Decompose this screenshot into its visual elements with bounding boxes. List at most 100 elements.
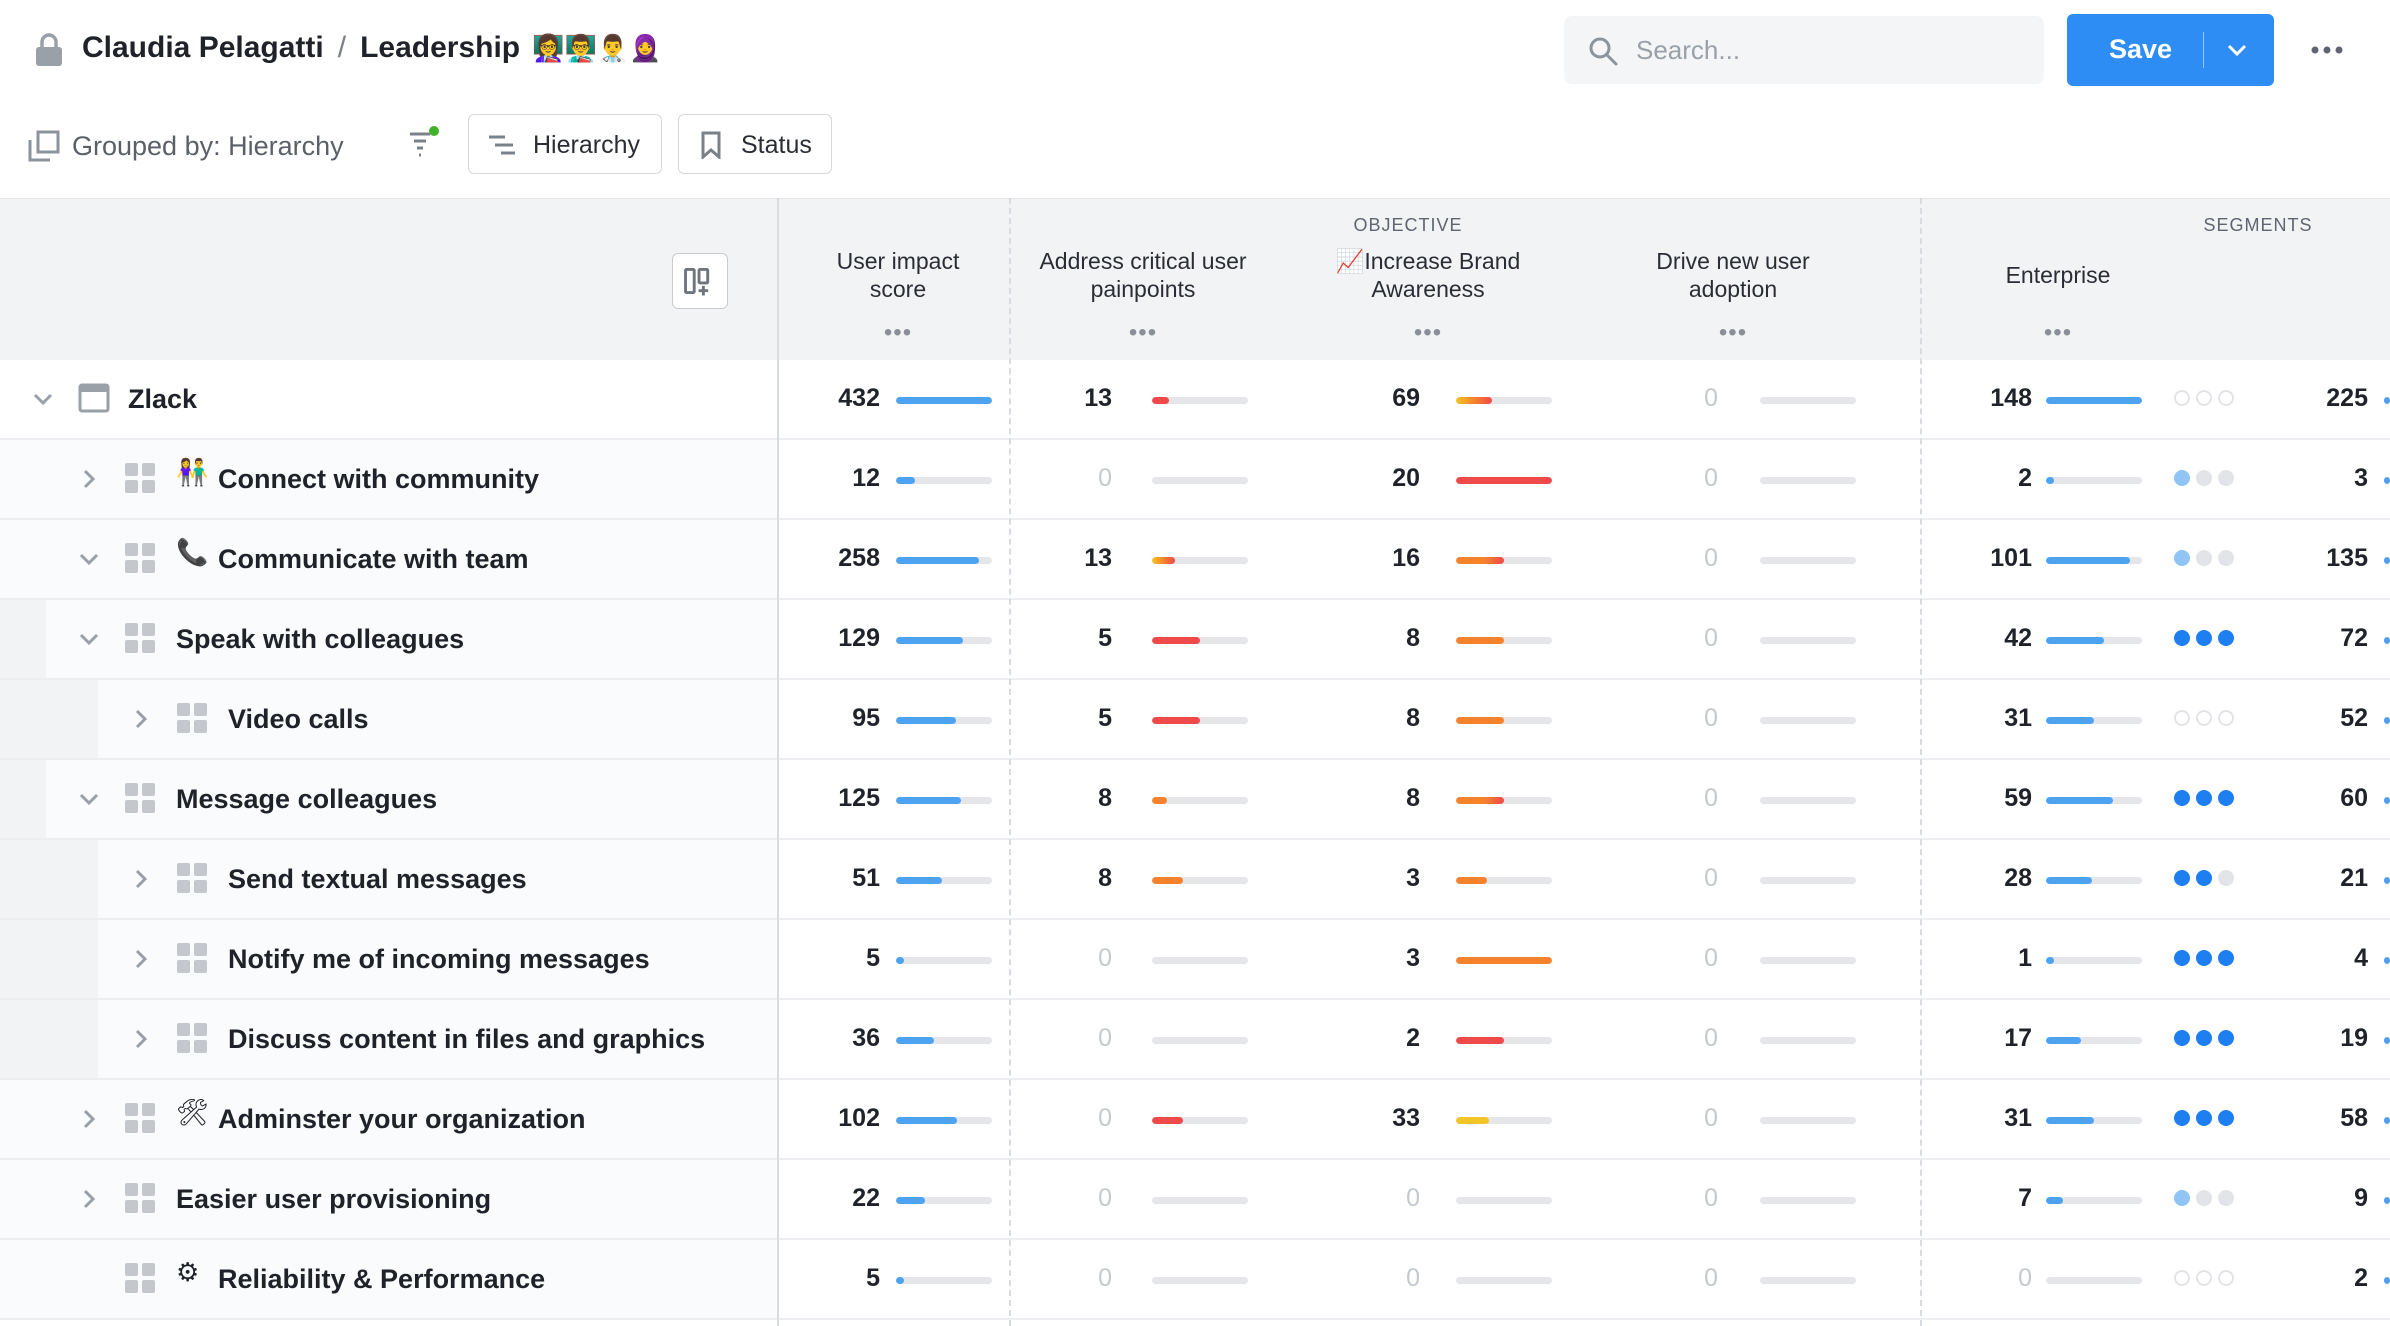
adoption-bar bbox=[1760, 717, 1856, 724]
priority-dots[interactable] bbox=[2174, 630, 2234, 648]
adoption-bar bbox=[1760, 1197, 1856, 1204]
table-row[interactable]: Video calls 95 5 8 0 31 52 bbox=[0, 680, 2390, 760]
table-row[interactable]: Zlack 432 13 69 0 148 225 bbox=[0, 360, 2390, 440]
column-header-adoption[interactable]: Drive new user adoption bbox=[1608, 247, 1858, 303]
column-settings-icon[interactable] bbox=[672, 253, 728, 309]
row-label-cell: Zlack bbox=[0, 360, 778, 438]
column-menu-brand-awareness[interactable]: ••• bbox=[1413, 319, 1443, 346]
row-title[interactable]: Send textual messages bbox=[228, 864, 527, 894]
group-by-icon[interactable] bbox=[28, 130, 60, 162]
status-button[interactable]: Status bbox=[678, 114, 832, 174]
segments-group-label: SEGMENTS bbox=[2203, 215, 2313, 235]
painpoints-value: 8 bbox=[1098, 784, 1112, 812]
enterprise-value: 7 bbox=[2018, 1184, 2032, 1212]
row-label-cell: Easier user provisioning bbox=[0, 1160, 778, 1238]
chevron-down-icon[interactable] bbox=[30, 386, 56, 412]
priority-dot bbox=[2174, 630, 2190, 646]
priority-dot bbox=[2218, 790, 2234, 806]
table-row[interactable]: 👫 Connect with community 12 0 20 0 2 3 bbox=[0, 440, 2390, 520]
row-title[interactable]: Adminster your organization bbox=[218, 1104, 586, 1134]
priority-dots[interactable] bbox=[2174, 1190, 2234, 1208]
filter-icon[interactable] bbox=[408, 126, 442, 160]
user-impact-bar-fill bbox=[896, 477, 915, 484]
next-segment-bar-fill bbox=[2384, 717, 2390, 724]
table-row[interactable]: Message colleagues 125 8 8 0 59 60 bbox=[0, 760, 2390, 840]
priority-dots[interactable] bbox=[2174, 550, 2234, 568]
brand-awareness-bar-fill bbox=[1456, 637, 1504, 644]
row-title[interactable]: Easier user provisioning bbox=[176, 1184, 492, 1214]
table-row[interactable]: Speak with colleagues 129 5 8 0 42 72 bbox=[0, 600, 2390, 680]
chevron-down-icon[interactable] bbox=[76, 546, 102, 572]
row-title[interactable]: Notify me of incoming messages bbox=[228, 944, 650, 974]
row-title[interactable]: Connect with community bbox=[218, 464, 540, 494]
priority-dots[interactable] bbox=[2174, 870, 2234, 888]
chevron-right-icon[interactable] bbox=[128, 706, 154, 732]
row-indent-shade bbox=[98, 840, 778, 918]
user-impact-bar bbox=[896, 557, 992, 564]
row-title[interactable]: Zlack bbox=[128, 384, 198, 414]
priority-dots[interactable] bbox=[2174, 470, 2234, 488]
chevron-right-icon[interactable] bbox=[76, 1186, 102, 1212]
column-menu-adoption[interactable]: ••• bbox=[1718, 319, 1748, 346]
chevron-down-icon[interactable] bbox=[76, 626, 102, 652]
more-options-icon[interactable] bbox=[2307, 30, 2347, 70]
enterprise-bar-fill bbox=[2046, 1197, 2063, 1204]
column-header-painpoints[interactable]: Address critical user painpoints bbox=[1018, 247, 1268, 303]
column-menu-user-impact[interactable]: ••• bbox=[883, 319, 913, 346]
column-header-brand-awareness[interactable]: 📈Increase Brand Awareness bbox=[1308, 247, 1548, 303]
priority-dots[interactable] bbox=[2174, 950, 2234, 968]
priority-dots[interactable] bbox=[2174, 1110, 2234, 1128]
chevron-down-icon[interactable] bbox=[2225, 38, 2249, 62]
table-row[interactable]: Send textual messages 51 8 3 0 28 21 bbox=[0, 840, 2390, 920]
priority-dot bbox=[2196, 1270, 2212, 1286]
chevron-right-icon[interactable] bbox=[128, 946, 154, 972]
next-segment-bar-fill bbox=[2384, 397, 2390, 404]
table-row[interactable]: Discuss content in files and graphics 36 0… bbox=[0, 1000, 2390, 1080]
column-menu-painpoints[interactable]: ••• bbox=[1128, 319, 1158, 346]
chevron-right-icon[interactable] bbox=[76, 466, 102, 492]
search-box[interactable] bbox=[1564, 16, 2044, 84]
row-title[interactable]: Speak with colleagues bbox=[176, 624, 465, 654]
painpoints-value: 0 bbox=[1098, 1024, 1112, 1052]
priority-dots[interactable] bbox=[2174, 1270, 2234, 1288]
column-header-user-impact[interactable]: User impact score bbox=[798, 247, 998, 303]
row-title[interactable]: Message colleagues bbox=[176, 784, 438, 814]
chevron-right-icon[interactable] bbox=[128, 1026, 154, 1052]
search-input[interactable] bbox=[1636, 30, 2026, 70]
chevron-right-icon[interactable] bbox=[76, 1106, 102, 1132]
column-menu-enterprise[interactable]: ••• bbox=[2043, 319, 2073, 346]
column-header-line: Awareness bbox=[1371, 276, 1485, 302]
row-title[interactable]: Discuss content in files and graphics bbox=[228, 1024, 706, 1054]
table-row[interactable]: Easier user provisioning 22 0 0 0 7 9 bbox=[0, 1160, 2390, 1240]
page-title: Leadership bbox=[360, 31, 521, 64]
table-row[interactable]: 🛠 Adminster your organization 102 0 33 0 31 58 bbox=[0, 1080, 2390, 1160]
row-title[interactable]: Communicate with team bbox=[218, 544, 529, 574]
next-segment-value: 21 bbox=[2340, 864, 2368, 892]
priority-dots[interactable] bbox=[2174, 390, 2234, 408]
adoption-value: 0 bbox=[1704, 784, 1718, 812]
row-indent-shade bbox=[98, 680, 778, 758]
breadcrumb-owner[interactable]: Claudia Pelagatti bbox=[82, 31, 324, 64]
priority-dots[interactable] bbox=[2174, 710, 2234, 728]
table-row[interactable]: ⚙ Reliability & Performance 5 0 0 0 0 2 bbox=[0, 1240, 2390, 1320]
brand-awareness-bar bbox=[1456, 1037, 1552, 1044]
row-label-cell: 👫 Connect with community bbox=[0, 440, 778, 518]
priority-dots[interactable] bbox=[2174, 1030, 2234, 1048]
column-header-line: Address critical user bbox=[1039, 248, 1247, 274]
chevron-right-icon[interactable] bbox=[128, 866, 154, 892]
table-row[interactable]: 📞 Communicate with team 258 13 16 0 101 135 bbox=[0, 520, 2390, 600]
column-header-enterprise[interactable]: Enterprise bbox=[2005, 262, 2111, 288]
brand-awareness-bar bbox=[1456, 637, 1552, 644]
chevron-down-icon[interactable] bbox=[76, 786, 102, 812]
user-impact-bar bbox=[896, 1037, 992, 1044]
adoption-bar bbox=[1760, 477, 1856, 484]
row-title[interactable]: Video calls bbox=[228, 704, 369, 734]
row-title[interactable]: Reliability & Performance bbox=[218, 1264, 546, 1294]
breadcrumb-separator: / bbox=[337, 31, 347, 64]
priority-dots[interactable] bbox=[2174, 790, 2234, 808]
hierarchy-button[interactable]: Hierarchy bbox=[468, 114, 662, 174]
grid-icon bbox=[125, 1263, 155, 1293]
save-button[interactable]: Save bbox=[2067, 14, 2274, 86]
grouped-by-label[interactable]: Grouped by: Hierarchy bbox=[72, 131, 344, 161]
table-row[interactable]: Notify me of incoming messages 5 0 3 0 1 4 bbox=[0, 920, 2390, 1000]
